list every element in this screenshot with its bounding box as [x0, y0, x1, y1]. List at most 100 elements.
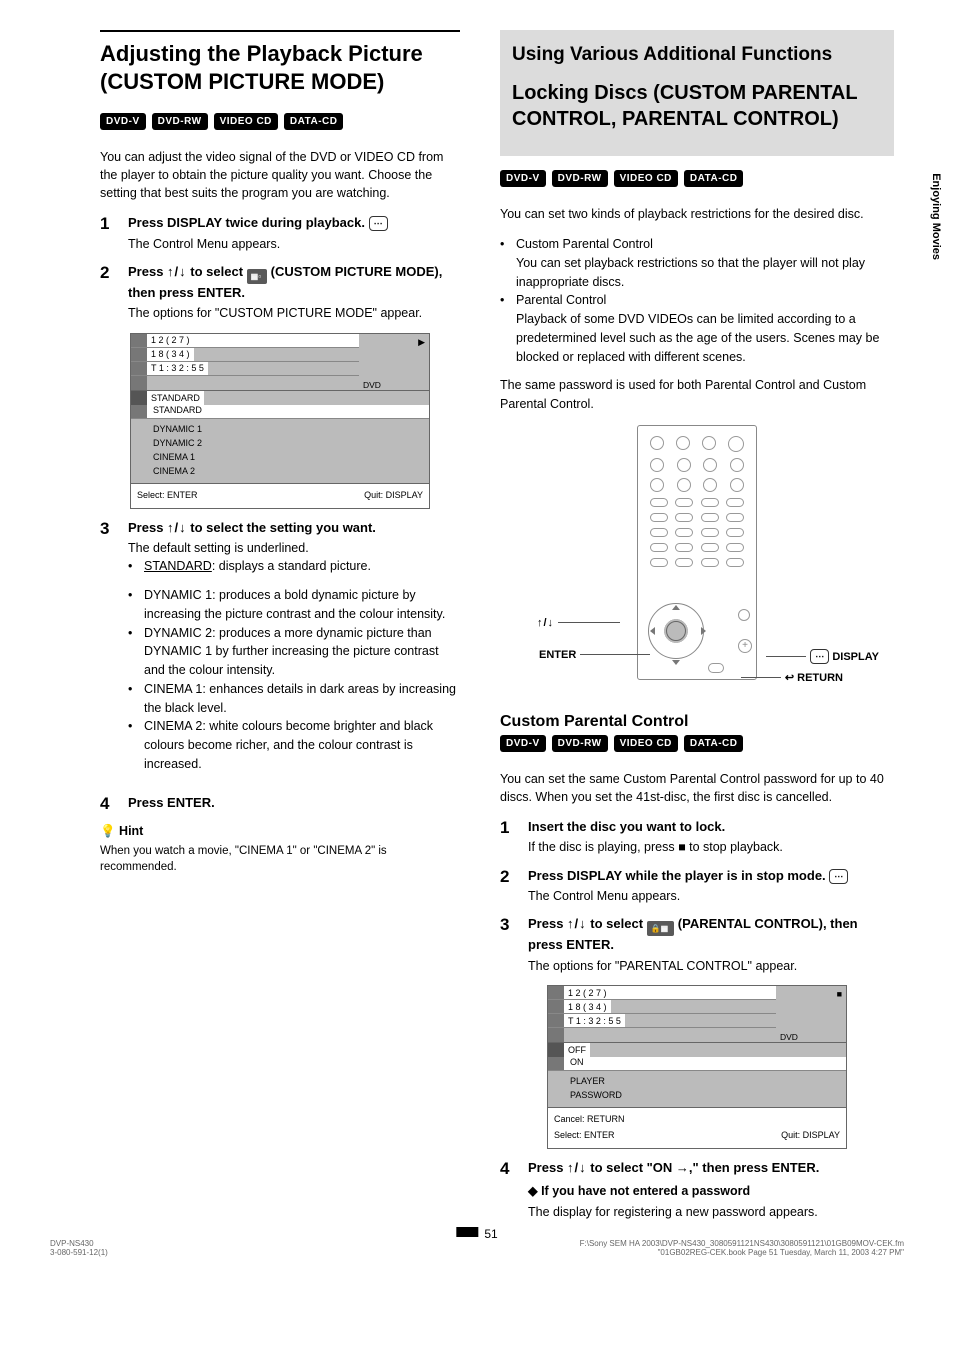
right-column: Using Various Additional Functions Locki…	[500, 30, 894, 1231]
control-menu-footer: Cancel: RETURN Select: ENTER Quit: DISPL…	[547, 1108, 847, 1149]
cm-disc-type: DVD	[363, 380, 425, 390]
page: Adjusting the Playback Picture (CUSTOM P…	[0, 0, 954, 1261]
enter-icon: ENTER	[167, 490, 198, 500]
cm-row1: 1 2 ( 2 7 )	[147, 335, 194, 345]
step-number: 4	[500, 1159, 518, 1179]
hint-body: When you watch a movie, "CINEMA 1" or "C…	[100, 843, 460, 876]
left-step-3: 3 Press ↑/↓ to select the setting you wa…	[100, 519, 460, 784]
left-column: Adjusting the Playback Picture (CUSTOM P…	[100, 30, 460, 1231]
cm-option: PLAYER	[570, 1075, 840, 1089]
step-aux: The default setting is underlined. STAND…	[128, 540, 460, 774]
step-body: Press ↑/↓ to select ▦▫ (CUSTOM PICTURE M…	[128, 263, 460, 323]
section-head: Using Various Additional Functions	[512, 44, 882, 66]
step-text: Press DISPLAY while the player is in sto…	[528, 868, 826, 883]
remote-illustration: + ↑/↓ ENTER ⋯ DISPLAY ↩ RETURN	[557, 425, 837, 695]
cm-footer-quit: Quit: DISPLAY	[781, 1130, 840, 1140]
footer-path: F:\Sony SEM HA 2003\DVP-NS430_3080591121…	[580, 1239, 904, 1248]
step-text-pre: Press	[128, 264, 167, 279]
stop-icon: ■	[837, 989, 842, 999]
restriction-desc: You can set playback restrictions so tha…	[516, 256, 865, 289]
step3-lead: The default setting is underlined.	[128, 540, 460, 558]
default-setting: STANDARD	[144, 557, 212, 576]
step-body: Press ↑/↓ to select "ON →," then press E…	[528, 1159, 894, 1221]
disc-badge: DVD-RW	[552, 735, 608, 752]
updown-arrow-icon: ↑/↓	[167, 520, 187, 535]
step-number: 2	[500, 867, 518, 887]
disc-badge: DATA-CD	[684, 735, 744, 752]
left-step-4: 4 Press ENTER.	[100, 794, 460, 814]
cm-row1: 1 2 ( 2 7 )	[564, 988, 611, 998]
disc-badges-right: DVD-V DVD-RW VIDEO CD DATA-CD	[500, 170, 894, 187]
disc-badge: VIDEO CD	[614, 735, 678, 752]
disc-badge: VIDEO CD	[614, 170, 678, 187]
control-menu-left: 1 2 ( 2 7 ) 1 8 ( 3 4 ) T 1 : 3 2 : 5 5 …	[130, 333, 430, 509]
option-name: DYNAMIC 2	[144, 626, 212, 640]
step-aux: The Control Menu appears.	[528, 888, 894, 906]
step-text: Press DISPLAY twice during playback.	[128, 215, 365, 230]
cm-row3: T 1 : 3 2 : 5 5	[147, 363, 208, 373]
picture-mode-icon: ▦▫	[247, 269, 267, 284]
remote-body: +	[637, 425, 757, 680]
cm-row2: 1 8 ( 3 4 )	[564, 1002, 611, 1012]
left-intro: You can adjust the video signal of the D…	[100, 148, 460, 202]
control-menu-header: 1 2 ( 2 7 ) 1 8 ( 3 4 ) T 1 : 3 2 : 5 5 …	[130, 333, 430, 391]
display-button-icon: ⋯	[369, 216, 388, 231]
disc-badge: DVD-V	[100, 113, 146, 130]
step-number: 1	[100, 214, 118, 234]
default-desc: : displays a standard picture.	[212, 559, 371, 573]
restriction-list: Custom Parental ControlYou can set playb…	[500, 235, 894, 366]
enter-icon: ENTER	[584, 1130, 615, 1140]
disc-badge: DVD-V	[500, 735, 546, 752]
right-step-2: 2 Press DISPLAY while the player is in s…	[500, 867, 894, 906]
sub-body: The display for registering a new passwo…	[528, 1204, 894, 1222]
step-text-post: to select "ON →," then press ENTER.	[587, 1160, 820, 1175]
cm-footer-cancel: Cancel: RETURN	[554, 1114, 840, 1124]
step-aux: If the disc is playing, press ■ to stop …	[528, 839, 894, 857]
step-number: 3	[100, 519, 118, 539]
callout-return: ↩ RETURN	[741, 671, 843, 684]
option-name: DYNAMIC 1	[144, 588, 212, 602]
right-title: Locking Discs (CUSTOM PARENTAL CONTROL, …	[512, 80, 882, 132]
step-body: Press ENTER.	[128, 794, 460, 812]
cm-option: PASSWORD	[570, 1089, 840, 1103]
side-tab: Enjoying Movies	[930, 173, 942, 260]
callout-display: ⋯ DISPLAY	[766, 649, 879, 664]
left-step-1: 1 Press DISPLAY twice during playback. ⋯…	[100, 214, 460, 253]
disc-badges-left: DVD-V DVD-RW VIDEO CD DATA-CD	[100, 113, 460, 130]
remote-dpad	[648, 597, 716, 665]
right-step-4: 4 Press ↑/↓ to select "ON →," then press…	[500, 1159, 894, 1221]
step-text-post: to select the setting you want.	[187, 520, 376, 535]
step-body: Press ↑/↓ to select the setting you want…	[128, 519, 460, 784]
step-text-pre: Press	[528, 1160, 567, 1175]
display-button-icon: ⋯	[810, 649, 829, 664]
parental-icon: 🔒▦	[647, 921, 675, 936]
sub-body: You can set the same Custom Parental Con…	[500, 770, 894, 806]
cm-footer-select: Select:	[137, 490, 165, 500]
display-label: DISPLAY	[832, 651, 879, 663]
step-text: Insert the disc you want to lock.	[528, 819, 725, 834]
hint-head: 💡 Hint	[100, 824, 460, 839]
right-step-1: 1 Insert the disc you want to lock. If t…	[500, 818, 894, 857]
control-menu-right: 1 2 ( 2 7 ) 1 8 ( 3 4 ) T 1 : 3 2 : 5 5 …	[547, 985, 847, 1149]
disc-badge: DATA-CD	[684, 170, 744, 187]
cm-option-list: DYNAMIC 1 DYNAMIC 2 CINEMA 1 CINEMA 2	[131, 419, 429, 483]
right-intro2: The same password is used for both Paren…	[500, 376, 894, 412]
footer-model: DVP-NS430	[50, 1239, 94, 1248]
cm-status: ▶ DVD	[359, 334, 429, 390]
step-text-pre: Press	[128, 520, 167, 535]
updown-arrow-icon: ↑/↓	[567, 916, 587, 931]
sub-head: ◆ If you have not entered a password	[528, 1183, 894, 1201]
control-menu-header: 1 2 ( 2 7 ) 1 8 ( 3 4 ) T 1 : 3 2 : 5 5 …	[547, 985, 847, 1043]
cm-opt-hl: STANDARD	[147, 405, 429, 418]
disc-badge: VIDEO CD	[214, 113, 278, 130]
step-aux: The options for "PARENTAL CONTROL" appea…	[528, 958, 894, 976]
left-step-2: 2 Press ↑/↓ to select ▦▫ (CUSTOM PICTURE…	[100, 263, 460, 323]
cm-row3: T 1 : 3 2 : 5 5	[564, 1016, 625, 1026]
control-menu-options: STANDARD STANDARD DYNAMIC 1 DYNAMIC 2 CI…	[130, 391, 430, 484]
step-body: Press DISPLAY twice during playback. ⋯ T…	[128, 214, 460, 253]
step-aux: The Control Menu appears.	[128, 236, 460, 254]
disc-badge: DVD-RW	[152, 113, 208, 130]
footer-file: "01GB02REG-CEK.book Page 51 Tuesday, Mar…	[658, 1248, 904, 1257]
step-body: Press DISPLAY while the player is in sto…	[528, 867, 894, 906]
left-title: Adjusting the Playback Picture (CUSTOM P…	[100, 40, 460, 95]
